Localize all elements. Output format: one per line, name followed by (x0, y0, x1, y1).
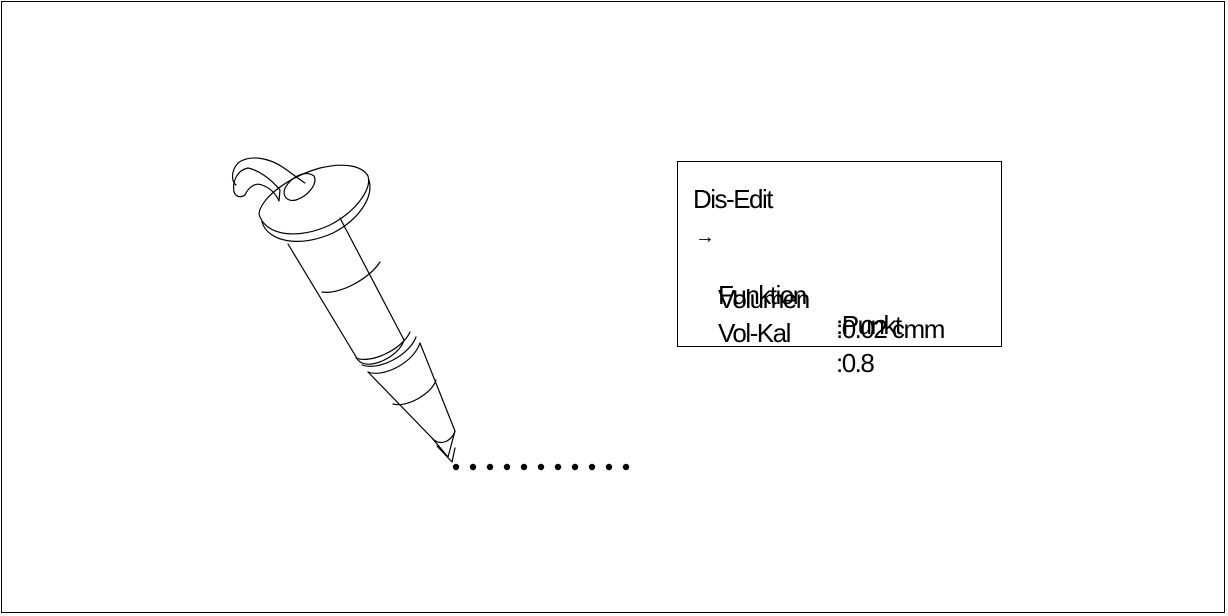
row-label: Funktion (718, 280, 807, 310)
dot (588, 463, 596, 471)
dot (520, 463, 528, 471)
menu-row-vol-kal[interactable]: Vol-Kal :0.8 (678, 288, 875, 408)
pen-hook-icon (233, 167, 281, 202)
dot (622, 463, 630, 471)
menu-row-volumen[interactable]: Volumen :0.02 cmm (678, 254, 945, 374)
row-value: :Punkt (836, 310, 902, 340)
dot (452, 463, 460, 471)
dot (537, 463, 545, 471)
pen-cap-icon (258, 164, 370, 235)
display-screen: Dis-Edit → Funktion :Punkt Volumen :0.02… (677, 161, 1002, 378)
menu-title: Dis-Edit (693, 184, 774, 214)
dot (503, 463, 511, 471)
dot (486, 463, 494, 471)
row-value: :0.8 (836, 348, 875, 378)
row-label: Volumen (718, 284, 810, 314)
dispensed-dots (452, 463, 630, 471)
dot (469, 463, 477, 471)
row-value: :0.02 cmm (836, 314, 945, 344)
pen-barrel-icon (287, 217, 405, 365)
row-label: Vol-Kal (718, 318, 791, 348)
menu-row-funktion[interactable]: → Funktion :Punkt (678, 220, 902, 370)
dot (605, 463, 613, 471)
cursor-arrow-icon: → (695, 226, 715, 248)
dot (554, 463, 562, 471)
dot (571, 463, 579, 471)
